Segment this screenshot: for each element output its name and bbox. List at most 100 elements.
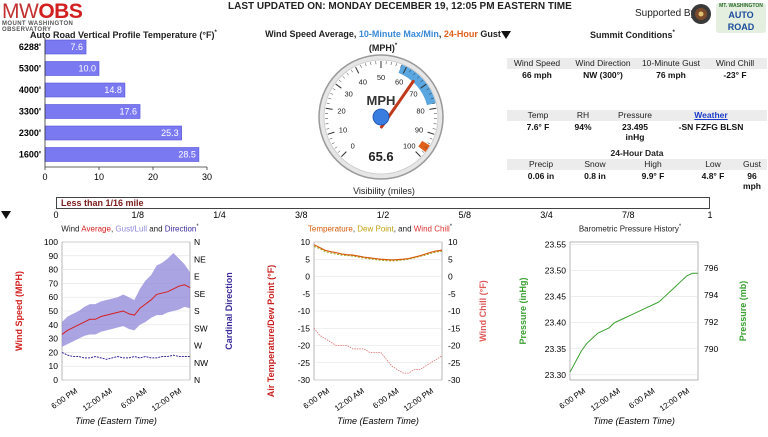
gauge-tick-label: 70 bbox=[409, 89, 417, 98]
summit-title-text: Summit Conditions bbox=[590, 30, 673, 40]
wind-direction-tick-label: SW bbox=[194, 323, 208, 333]
profile-bar-value: 17.6 bbox=[120, 107, 138, 117]
visibility-value: Less than 1/16 mile bbox=[61, 198, 144, 208]
temp-right-tick-label: -10 bbox=[448, 306, 461, 316]
summit-label-pressure: Pressure bbox=[617, 110, 652, 120]
visibility-tick-label: 1/8 bbox=[131, 210, 144, 220]
sponsor-gear-icon bbox=[689, 2, 713, 26]
profile-bar-value: 28.5 bbox=[178, 150, 196, 160]
pressure-right-tick-label: 796 bbox=[704, 263, 718, 273]
wind-x-axis-label: Time (Eastern Time) bbox=[75, 416, 157, 426]
temperature-line bbox=[313, 244, 443, 261]
wind-direction-line bbox=[61, 351, 190, 360]
visibility-axis: 0 1/8 1/4 3/8 1/2 5/8 3/4 7/8 1 bbox=[53, 210, 712, 220]
gauge-tick bbox=[355, 66, 360, 74]
pressure-x-axis-label: Time (Eastern Time) bbox=[593, 416, 675, 426]
summit-title-sup: * bbox=[672, 30, 675, 36]
wind-direction-tick-label: SE bbox=[194, 289, 206, 299]
profile-elevation-label: 2300' bbox=[19, 128, 41, 138]
temp-y-tick-label: 5 bbox=[305, 254, 310, 264]
gauge-tick-label: 80 bbox=[416, 107, 424, 116]
gauge-tick bbox=[330, 92, 334, 95]
temp-y-tick-label: -10 bbox=[298, 306, 311, 316]
gauge-tick bbox=[338, 79, 342, 83]
visibility-tick-label: 3/8 bbox=[295, 210, 308, 220]
gauge-title-sep: , bbox=[438, 29, 444, 39]
gauge-tick-label: 20 bbox=[337, 107, 345, 116]
pressure-y-tick-label: 23.55 bbox=[545, 240, 567, 250]
observatory-logo[interactable]: MWOBS MOUNT WASHINGTON OBSERVATORY bbox=[2, 0, 120, 33]
gauge-tick bbox=[429, 107, 437, 110]
profile-title-sup: * bbox=[214, 30, 217, 36]
summit-value-pressure: 23.495 bbox=[622, 122, 648, 132]
vertical-profile-chart: 6288' 7.6 5300' 10.0 4000' 14.8 3300' 17.6 2300'… bbox=[19, 38, 212, 182]
data24-value-gust: 96 bbox=[747, 171, 757, 181]
temp-right-tick-label: -20 bbox=[448, 341, 461, 351]
pressure-title-text: Barometric Pressure History bbox=[578, 224, 679, 234]
gauge-tick bbox=[342, 76, 345, 79]
profile-elevation-label: 5300' bbox=[19, 64, 41, 74]
gauge-tick bbox=[365, 63, 367, 67]
gauge-tick-label: 30 bbox=[344, 89, 352, 98]
wind-y-tick-label: 40 bbox=[49, 320, 59, 330]
temp-x-tick-label: 6:00 AM bbox=[371, 386, 400, 410]
pressure-y-tick-label: 23.50 bbox=[545, 266, 567, 276]
temperature-chart: 10 10 5 5 0 0 -5 -5 -10 -10 -15 -15 -20 -20 -25 -25 -30 -… bbox=[266, 237, 488, 426]
data24-value-snow: 0.8 in bbox=[584, 171, 606, 181]
gauge-title-sup: * bbox=[394, 43, 398, 49]
visibility-tick-label: 7/8 bbox=[622, 210, 635, 220]
summit-value-pressure-unit: inHg bbox=[625, 132, 645, 142]
gauge-tick bbox=[420, 79, 424, 83]
summit-label-rh: RH bbox=[576, 110, 590, 120]
collapse-arrow-icon[interactable] bbox=[501, 31, 511, 39]
pressure-plot-area bbox=[569, 241, 699, 381]
wind-title-sep1: , bbox=[110, 224, 116, 234]
temp-title-sep1: , bbox=[352, 224, 358, 234]
summit-row1-header bbox=[507, 58, 767, 69]
collapse-arrow-icon-2[interactable] bbox=[1, 211, 11, 219]
sponsor-logo-top: MT. WASHINGTON bbox=[716, 3, 766, 9]
visibility-tick-label: 3/4 bbox=[540, 210, 553, 220]
gauge-tick bbox=[390, 61, 392, 65]
wind-y-tick-label: 80 bbox=[49, 265, 59, 275]
pressure-x-tick-label: 6:00 AM bbox=[627, 386, 656, 410]
gauge-tick bbox=[400, 64, 402, 68]
wind-y-tick-label: 30 bbox=[49, 334, 59, 344]
profile-elevation-label: 3300' bbox=[19, 107, 41, 117]
weather-link[interactable]: Weather bbox=[694, 110, 728, 120]
temp-x-tick-label: 12:00 AM bbox=[333, 386, 366, 413]
logo-subtitle: MOUNT WASHINGTON OBSERVATORY bbox=[2, 21, 74, 33]
profile-x-tick-label: 10 bbox=[94, 172, 104, 182]
sponsor-logo[interactable]: MT. WASHINGTON AUTO ROAD bbox=[716, 3, 766, 33]
gauge-tick bbox=[424, 146, 428, 149]
wind-y-tick-label: 50 bbox=[49, 306, 59, 316]
profile-elevation-label: 4000' bbox=[19, 85, 41, 95]
temp-right-tick-label: 5 bbox=[448, 254, 453, 264]
wind-x-tick-label: 12:00 PM bbox=[150, 386, 183, 413]
gauge-tick bbox=[427, 131, 435, 135]
logo-mw: MW bbox=[2, 0, 39, 23]
temp-x-axis-label: Time (Eastern Time) bbox=[337, 416, 419, 426]
temp-y-tick-label: 10 bbox=[301, 237, 311, 247]
wind-direction-tick-label: S bbox=[194, 306, 200, 316]
summit-label-gust: 10-Minute Gust bbox=[641, 58, 701, 68]
profile-bar-value: 14.8 bbox=[104, 85, 122, 95]
gauge-tick bbox=[432, 128, 436, 130]
summit-value-wind-speed: 66 mph bbox=[522, 70, 552, 80]
gauge-tick bbox=[332, 88, 336, 91]
visibility-bar: Less than 1/16 mile bbox=[56, 197, 710, 209]
pressure-chart-title: Barometric Pressure History* bbox=[540, 224, 720, 234]
wind-speed-gauge: 0 10 20 30 40 50 60 70 80 90 100 MPH 65.6 bbox=[318, 54, 444, 180]
data24-title: 24-Hour Data bbox=[610, 148, 664, 158]
gauge-tick-label: 0 bbox=[351, 141, 355, 150]
wind-direction-tick-label: N bbox=[194, 375, 200, 385]
pressure-chart: 23.55 23.50 23.45 23.40 23.35 23.30 796 794 792 7… bbox=[518, 240, 748, 426]
gauge-tick bbox=[350, 69, 353, 73]
wind-title-avg: Average bbox=[81, 224, 111, 234]
wind-gust-lull-band bbox=[62, 253, 190, 347]
profile-bar-value: 25.3 bbox=[161, 128, 179, 138]
summit-value-rh: 94% bbox=[574, 122, 592, 132]
temp-y-tick-label: -5 bbox=[302, 289, 310, 299]
gauge-value: 65.6 bbox=[368, 149, 393, 164]
temp-title-and: , and bbox=[393, 224, 414, 234]
